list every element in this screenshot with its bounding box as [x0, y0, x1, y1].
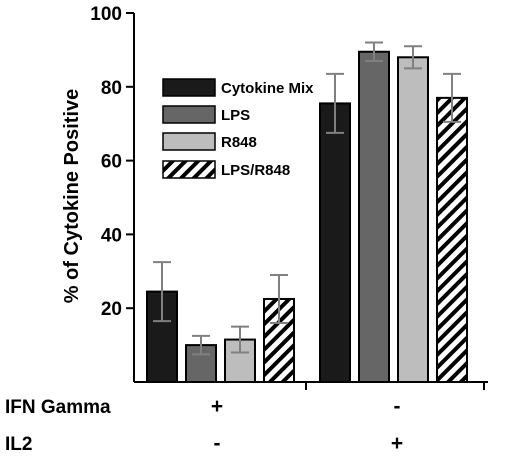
legend-label: R848: [221, 134, 257, 151]
condition-sign: -: [214, 432, 221, 455]
condition-label: IL2: [5, 434, 32, 455]
bar-lps-r848: [436, 96, 468, 384]
x-axis: [134, 381, 488, 390]
legend-label: LPS: [221, 107, 250, 124]
error-bars: [153, 41, 461, 356]
bars: [146, 50, 468, 384]
y-tick-label: 40: [101, 225, 122, 246]
legend-swatch: [162, 160, 216, 179]
legend: Cytokine Mix LPS R848 LPS/R848: [162, 78, 314, 179]
condition-sign: -: [394, 395, 401, 418]
legend-swatch: [162, 132, 216, 151]
y-axis-title: % of Cytokine Positive: [61, 89, 83, 304]
y-tick-label: 20: [101, 299, 122, 320]
y-tick-label: 60: [101, 152, 122, 173]
legend-label: LPS/R848: [221, 162, 290, 179]
bar-r848: [397, 56, 429, 383]
y-axis: 20 40 60 80 100: [90, 4, 135, 382]
condition-sign: +: [211, 395, 223, 418]
y-tick-label: 100: [90, 4, 122, 25]
bar-cytokine-mix: [319, 102, 351, 383]
condition-label: IFN Gamma: [5, 397, 111, 418]
condition-sign: +: [391, 432, 403, 455]
y-tick-label: 80: [101, 78, 122, 99]
bar-lps: [358, 50, 390, 384]
legend-label: Cytokine Mix: [221, 80, 314, 97]
legend-swatch: [162, 78, 216, 97]
condition-rows: IFN Gamma + - IL2 - +: [5, 395, 403, 455]
legend-swatch: [162, 105, 216, 124]
